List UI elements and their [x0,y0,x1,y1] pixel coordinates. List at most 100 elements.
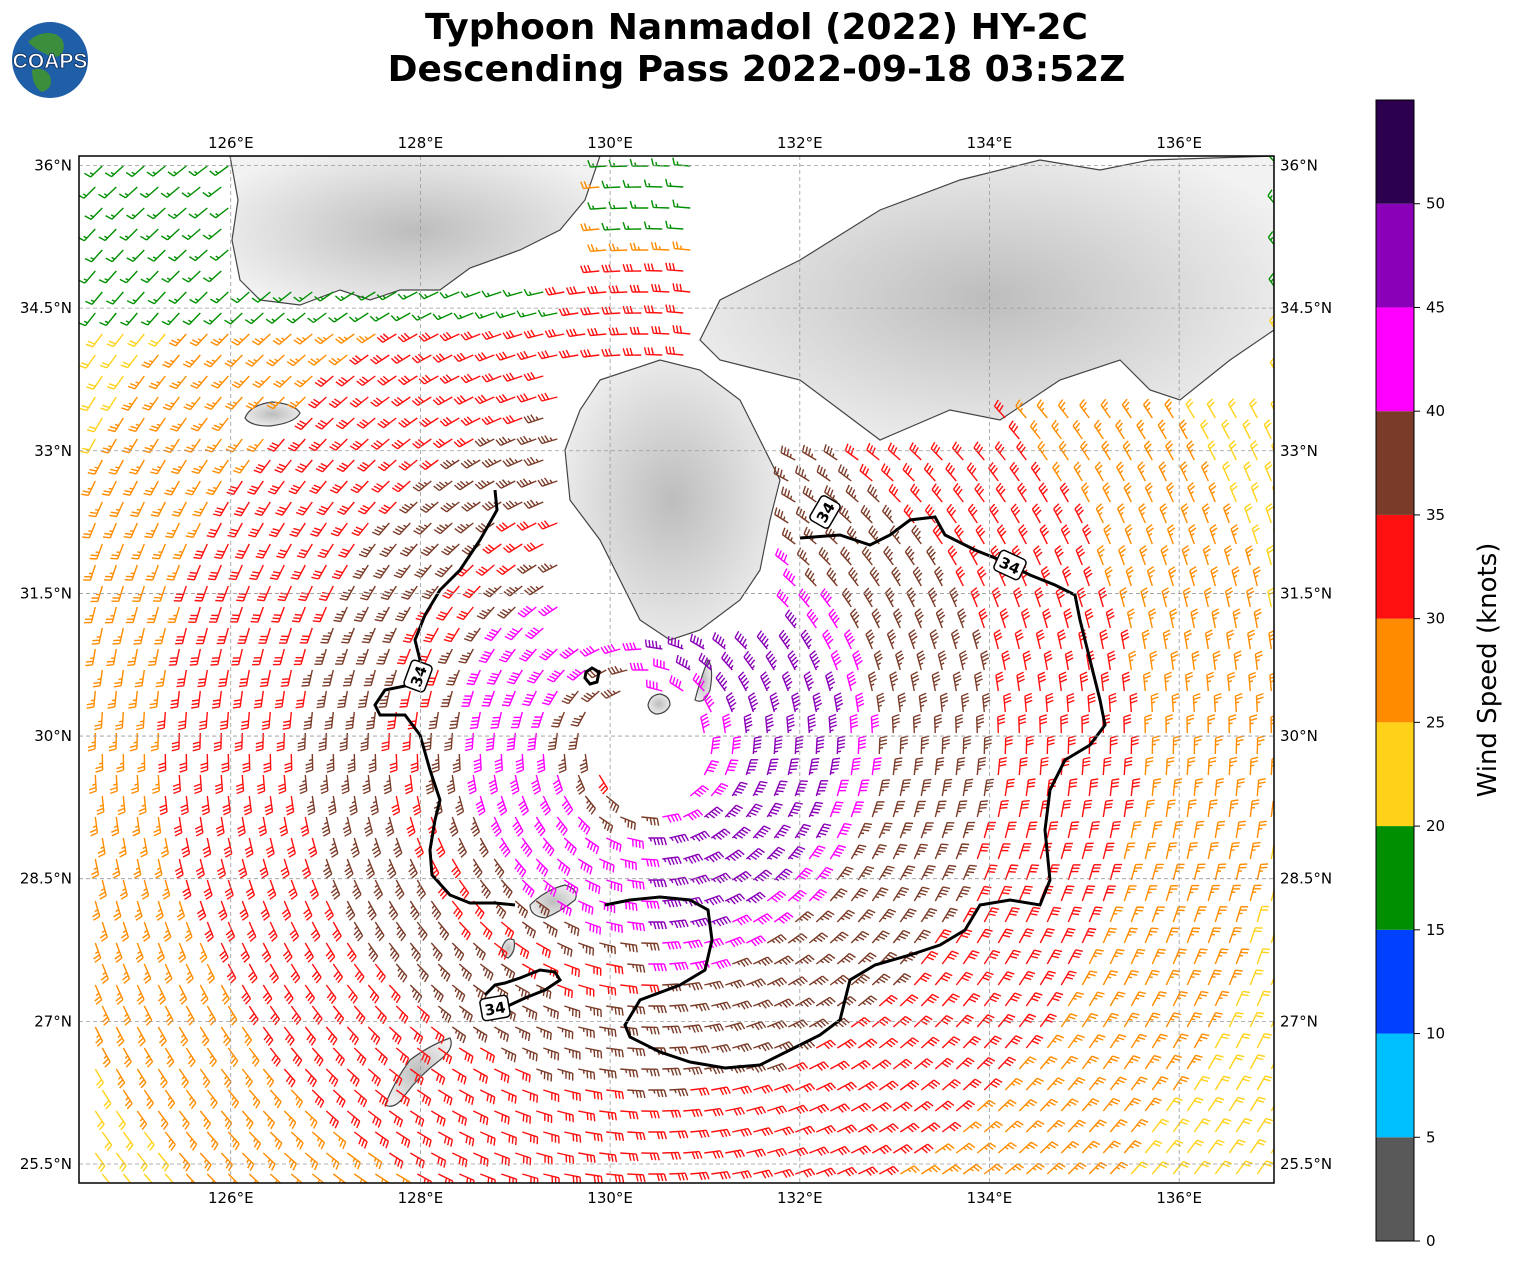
wind-barb [1088,821,1100,839]
wind-barb [238,858,248,879]
wind-barb [288,480,306,495]
wind-barb [266,396,285,410]
wind-barb [214,774,224,795]
wind-barb [997,714,1006,734]
wind-barb [543,1047,560,1061]
wind-barb [233,501,250,517]
wind-barb [474,437,495,447]
wind-barb [394,879,405,900]
wind-barb [1186,842,1198,860]
wind-barb [846,671,857,692]
wind-barb [746,1148,767,1158]
wind-barb [952,441,964,461]
wind-barb [433,522,453,535]
wind-barb [1214,906,1228,923]
wind-barb [92,669,103,688]
wind-barb [524,627,544,640]
wind-barb [731,870,752,883]
wind-barb [377,417,397,429]
wind-barb [348,312,369,323]
wind-barb [1088,778,1099,797]
wind-barb [1014,629,1024,650]
wind-barb [962,864,977,881]
wind-barb [430,984,444,1003]
wind-barb [311,1131,326,1150]
wind-barb [1186,1054,1203,1070]
wind-barb [353,1131,368,1149]
wind-barb [1211,608,1220,629]
wind-barb [962,1078,982,1091]
wind-barb [484,627,502,642]
wind-barb [1165,1054,1182,1070]
wind-barb [1168,566,1177,587]
wind-barb [314,333,334,345]
wind-barb [991,587,1002,608]
wind-barb [941,1121,962,1133]
wind-barb [995,482,1006,503]
wind-barb [690,1002,710,1012]
wind-barb [336,459,355,473]
wind-barb [1214,990,1230,1007]
colorbar-bin [1376,1137,1414,1241]
wind-barb [451,1026,467,1044]
wind-barb [585,1005,602,1018]
wind-barb [564,1047,581,1060]
wind-barb [458,1005,473,1023]
wind-barb [234,732,243,752]
wind-barb [121,438,138,454]
wind-barb [941,1164,962,1175]
wind-barb [815,780,829,797]
wind-barb [370,438,390,450]
wind-barb [983,864,998,881]
wind-barb [184,921,193,942]
wind-barb [1052,461,1062,482]
wind-barb [241,1110,254,1130]
lon-tick-label-top: 126°E [208,134,254,152]
wind-barb [185,1047,196,1068]
wind-barb [1214,863,1227,881]
wind-barb [146,606,159,624]
wind-barb [481,330,502,341]
wind-barb [1207,969,1222,986]
wind-barb [320,627,334,644]
wind-barb [1081,842,1094,860]
wind-barb [122,1173,132,1183]
wind-barb [555,816,568,836]
wind-barb [342,816,352,837]
wind-barb [250,606,264,623]
wind-barb [280,669,292,687]
wind-barb [252,648,264,666]
wind-barb [416,1089,432,1107]
wind-barb [795,1168,816,1178]
wind-barb [1013,587,1023,608]
wind-barb [147,648,159,666]
wind-barb [1229,482,1238,503]
wind-barb [1151,1118,1170,1133]
wind-barb [132,585,145,602]
wind-barb [863,587,874,608]
wind-barb [346,1110,361,1129]
wind-barb [731,826,751,840]
wind-barb [1256,1075,1273,1091]
wind-barb [349,354,369,365]
wind-barb [98,228,117,242]
wind-barb [1214,1118,1232,1133]
wind-barb [458,1089,475,1105]
wind-barb [367,1152,383,1170]
colorbar-tick-label: 10 [1426,1025,1445,1043]
wind-barb [1081,714,1090,734]
wind-barb [521,690,537,707]
wind-barb [899,1122,920,1133]
wind-barb [1207,714,1216,734]
wind-barb [836,779,849,797]
wind-barb [393,564,411,579]
wind-barb [773,824,791,839]
wind-barb [502,457,523,468]
wind-barb [437,648,453,664]
wind-barb [531,774,542,795]
wind-barb [458,921,471,941]
lon-tick-label-bottom: 134°E [967,1189,1013,1207]
wind-barb [283,1026,295,1047]
wind-barb [983,735,992,755]
wind-barb [112,858,121,879]
